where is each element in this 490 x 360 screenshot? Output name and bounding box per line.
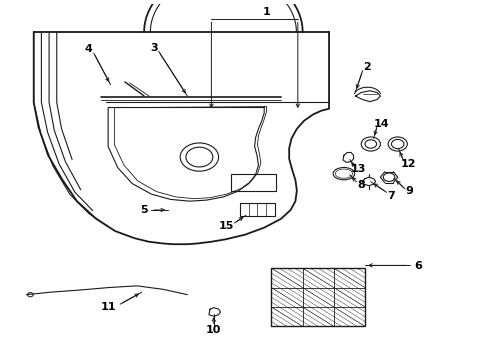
Bar: [240, 203, 275, 216]
Text: 3: 3: [150, 43, 158, 53]
Text: 6: 6: [414, 261, 422, 271]
Text: 10: 10: [206, 325, 221, 335]
Text: 15: 15: [219, 221, 234, 231]
Text: 11: 11: [100, 302, 116, 312]
Text: 9: 9: [406, 186, 414, 195]
Text: 4: 4: [85, 45, 93, 54]
Text: 14: 14: [374, 118, 390, 129]
Bar: [231, 174, 276, 190]
Bar: [271, 268, 365, 327]
Text: 2: 2: [364, 62, 371, 72]
Text: 7: 7: [388, 191, 395, 201]
Text: 1: 1: [263, 8, 270, 17]
Text: 12: 12: [400, 159, 416, 169]
Text: 5: 5: [140, 205, 148, 215]
Text: 13: 13: [351, 165, 367, 174]
Text: 8: 8: [357, 180, 365, 190]
